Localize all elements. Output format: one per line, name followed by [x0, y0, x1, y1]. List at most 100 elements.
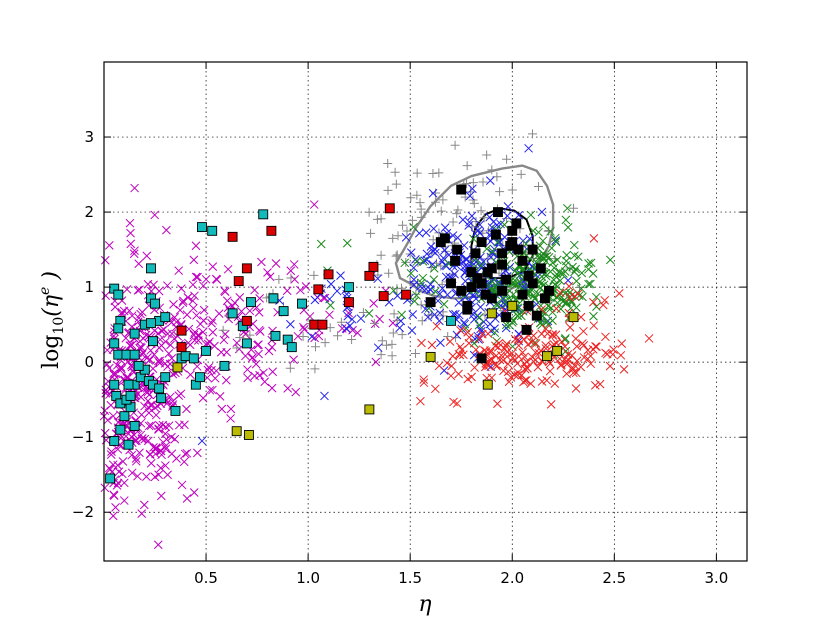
x-marker-point: [190, 335, 200, 345]
x-marker-point: [146, 421, 156, 430]
x-marker-point: [153, 329, 163, 338]
x-marker-point: [524, 143, 533, 153]
square-marker-point: [231, 426, 242, 437]
x-marker-point: [531, 348, 540, 357]
x-marker-point: [539, 220, 548, 229]
x-marker-point: [101, 385, 111, 395]
x-marker-point: [558, 297, 568, 306]
x-marker-point: [505, 321, 515, 330]
plus-marker-point: [245, 330, 255, 340]
x-marker-point: [490, 324, 499, 333]
x-marker-point: [172, 454, 181, 463]
x-marker-point: [502, 352, 512, 361]
plus-marker-point: [476, 206, 486, 216]
y-tick-label: 1: [84, 278, 94, 296]
x-marker-point: [113, 478, 123, 488]
x-marker-point: [144, 421, 154, 431]
x-marker-point: [588, 297, 598, 307]
x-marker-point: [309, 200, 319, 209]
x-marker-point: [571, 384, 581, 393]
x-marker-point: [530, 293, 540, 303]
square-marker-point: [452, 244, 463, 255]
x-marker-point: [113, 444, 123, 454]
square-marker-point: [456, 285, 467, 296]
x-marker-point: [483, 329, 493, 339]
square-marker-point: [368, 261, 379, 272]
x-marker-point: [520, 352, 529, 362]
x-tick-label: 1.0: [296, 569, 320, 587]
x-marker-point: [526, 210, 536, 220]
x-marker-point: [104, 463, 114, 473]
x-marker-point: [245, 306, 255, 316]
x-marker-point: [215, 392, 225, 401]
x-marker-point: [254, 340, 263, 349]
x-marker-point: [160, 442, 170, 451]
x-marker-point: [573, 252, 583, 262]
x-marker-point: [502, 339, 512, 349]
x-marker-point: [595, 379, 605, 389]
x-marker-point: [208, 262, 218, 272]
square-marker-point: [201, 345, 212, 356]
x-marker-point: [347, 314, 357, 324]
plus-marker-point: [391, 251, 401, 261]
square-marker-point: [129, 328, 140, 339]
x-marker-point: [499, 366, 508, 376]
x-marker-point: [268, 367, 278, 377]
x-marker-point: [170, 434, 180, 444]
square-marker-point: [568, 312, 579, 323]
x-marker-point: [214, 309, 224, 318]
x-marker-point: [144, 403, 154, 413]
x-marker-point: [156, 463, 166, 473]
x-marker-point: [100, 406, 110, 415]
x-marker-point: [555, 354, 565, 364]
plus-marker-point: [383, 158, 393, 168]
square-marker-point: [490, 229, 501, 240]
x-marker-point: [513, 311, 522, 321]
x-marker-point: [548, 330, 557, 339]
square-marker-point: [497, 259, 507, 270]
plus-marker-point: [398, 220, 408, 230]
x-marker-point: [132, 436, 141, 445]
x-marker-point: [469, 259, 479, 269]
x-marker-point: [551, 237, 561, 247]
y-tick-label: 3: [84, 128, 94, 146]
plus-marker-point: [450, 140, 460, 150]
x-marker-point: [143, 436, 153, 446]
x-marker-point: [189, 255, 199, 265]
square-marker-point: [160, 372, 171, 383]
x-marker-point: [289, 355, 298, 365]
x-marker-point: [369, 299, 379, 308]
x-marker-point: [572, 276, 581, 286]
x-marker-point: [409, 222, 418, 232]
x-marker-point: [115, 365, 124, 375]
x-marker-point: [201, 274, 211, 284]
x-marker-point: [538, 249, 548, 259]
x-marker-point: [577, 268, 587, 278]
x-marker-point: [571, 334, 581, 344]
square-marker-point: [246, 297, 256, 308]
x-marker-point: [144, 356, 154, 365]
x-marker-point: [267, 342, 277, 352]
square-marker-point: [115, 424, 126, 435]
x-marker-point: [389, 286, 399, 295]
x-marker-point: [220, 329, 230, 339]
plus-marker-point: [430, 197, 440, 207]
x-marker-point: [584, 259, 593, 268]
x-marker-point: [567, 298, 576, 307]
x-marker-point: [326, 300, 335, 310]
x-marker-point: [608, 350, 618, 359]
x-marker-point: [395, 323, 404, 333]
plus-marker-point: [410, 349, 420, 359]
square-marker-point: [531, 310, 542, 321]
x-marker-point: [445, 337, 455, 346]
x-marker-point: [134, 259, 144, 269]
x-marker-point: [125, 341, 135, 350]
plus-marker-point: [482, 150, 492, 160]
plus-marker-point: [310, 364, 320, 374]
plus-marker-point: [372, 214, 382, 224]
x-marker-point: [290, 274, 300, 284]
plus-marker-point: [415, 198, 425, 208]
x-marker-point: [555, 288, 565, 298]
x-marker-point: [475, 220, 485, 230]
x-marker-point: [393, 291, 402, 301]
